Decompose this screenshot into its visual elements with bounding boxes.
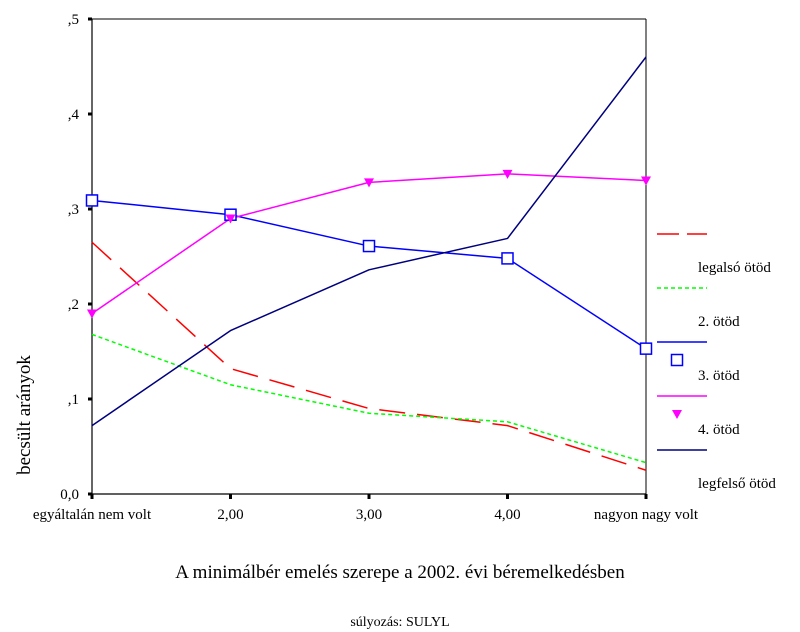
chart-axes: 0,0 ,1 ,2 ,3 ,4 ,5 egyáltalán nem volt 2,00 3,00… [33,12,699,523]
y-tick-label: ,3 [68,202,79,218]
series-4-point [364,178,374,188]
legend-marker-3 [670,353,684,367]
legend-label-3: 3. ötöd [698,368,740,384]
chart-series-markers [85,169,653,355]
legend-label-1: legalsó ötöd [698,260,771,276]
y-tick-label: ,1 [68,392,79,408]
legend-marker-4 [672,410,682,419]
series-3-point [85,194,99,207]
x-tick-label: egyáltalán nem volt [33,507,152,523]
legend-label-4: 4. ötöd [698,422,740,438]
series-line-5 [91,56,647,427]
y-axis-title: becsült arányok [14,355,35,475]
legend-label-5: legfelső ötöd [698,476,776,492]
y-tick-label: 0,0 [60,487,79,503]
series-3-point [639,342,653,355]
x-tick-label: 3,00 [356,507,382,523]
x-tick-label: 2,00 [217,507,243,523]
legend-label-2: 2. ötöd [698,314,740,330]
chart-subtitle: súlyozás: SULYL [350,615,450,630]
y-tick-label: ,4 [68,107,80,123]
series-line-1 [91,241,647,471]
chart-series-lines [91,56,647,471]
series-4-point [502,169,513,179]
x-tick-label: nagyon nagy volt [594,507,699,523]
series-4-point [87,309,97,319]
series-4-point [225,214,236,224]
series-3-point [501,252,514,265]
y-tick-label: ,5 [68,12,79,28]
chart-legend: legalsó ötöd 2. ötöd 3. ötöd 4. ötöd legfels… [657,233,776,492]
series-3-point [362,239,376,253]
x-tick-label: 4,00 [494,507,520,523]
series-line-2 [91,333,647,464]
series-4-point [641,176,651,186]
x-axis-title: A minimálbér emelés szerepe a 2002. évi … [175,562,625,583]
y-tick-label: ,2 [68,297,79,313]
series-line-3 [91,199,647,350]
